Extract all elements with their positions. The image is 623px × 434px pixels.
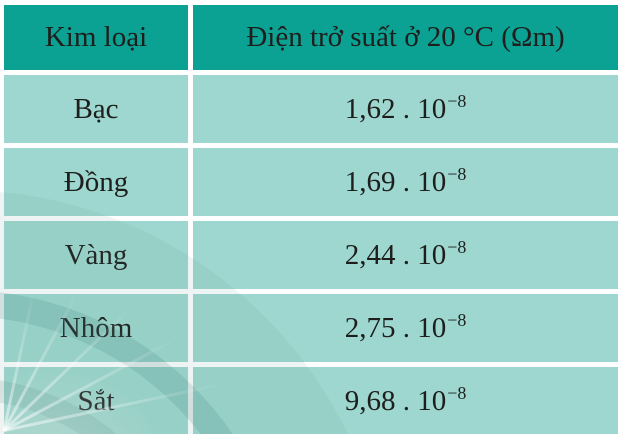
resistivity-cell-dong: 1,69 . 10 −8 bbox=[193, 148, 618, 216]
metal-name: Bạc bbox=[73, 92, 119, 125]
resistivity-value: 1,69 . 10 bbox=[344, 165, 447, 198]
column-header-resistivity-label: Điện trở suất ở 20 °C (Ωm) bbox=[246, 21, 565, 53]
metal-cell-vang: Vàng bbox=[4, 221, 188, 289]
resistivity-cell-sat: 9,68 . 10 −8 bbox=[193, 367, 618, 434]
metal-cell-nhom: Nhôm bbox=[4, 294, 188, 362]
resistivity-cell-bac: 1,62 . 10 −8 bbox=[193, 75, 618, 143]
column-header-metal-label: Kim loại bbox=[44, 21, 148, 53]
column-header-metal: Kim loại bbox=[4, 5, 188, 70]
metal-name: Nhôm bbox=[59, 311, 133, 344]
metal-name: Sắt bbox=[77, 384, 115, 417]
resistivity-cell-nhom: 2,75 . 10 −8 bbox=[193, 294, 618, 362]
metal-name: Vàng bbox=[64, 238, 128, 271]
resistivity-value: 9,68 . 10 bbox=[344, 384, 447, 417]
column-header-resistivity: Điện trở suất ở 20 °C (Ωm) bbox=[193, 5, 618, 70]
metal-cell-sat: Sắt bbox=[4, 367, 188, 434]
resistivity-cell-vang: 2,44 . 10 −8 bbox=[193, 221, 618, 289]
metal-name: Đồng bbox=[63, 165, 129, 198]
metal-cell-bac: Bạc bbox=[4, 75, 188, 143]
resistivity-value: 2,44 . 10 bbox=[344, 238, 447, 271]
resistivity-value: 2,75 . 10 bbox=[344, 311, 447, 344]
resistivity-value: 1,62 . 10 bbox=[344, 92, 447, 125]
metal-cell-dong: Đồng bbox=[4, 148, 188, 216]
